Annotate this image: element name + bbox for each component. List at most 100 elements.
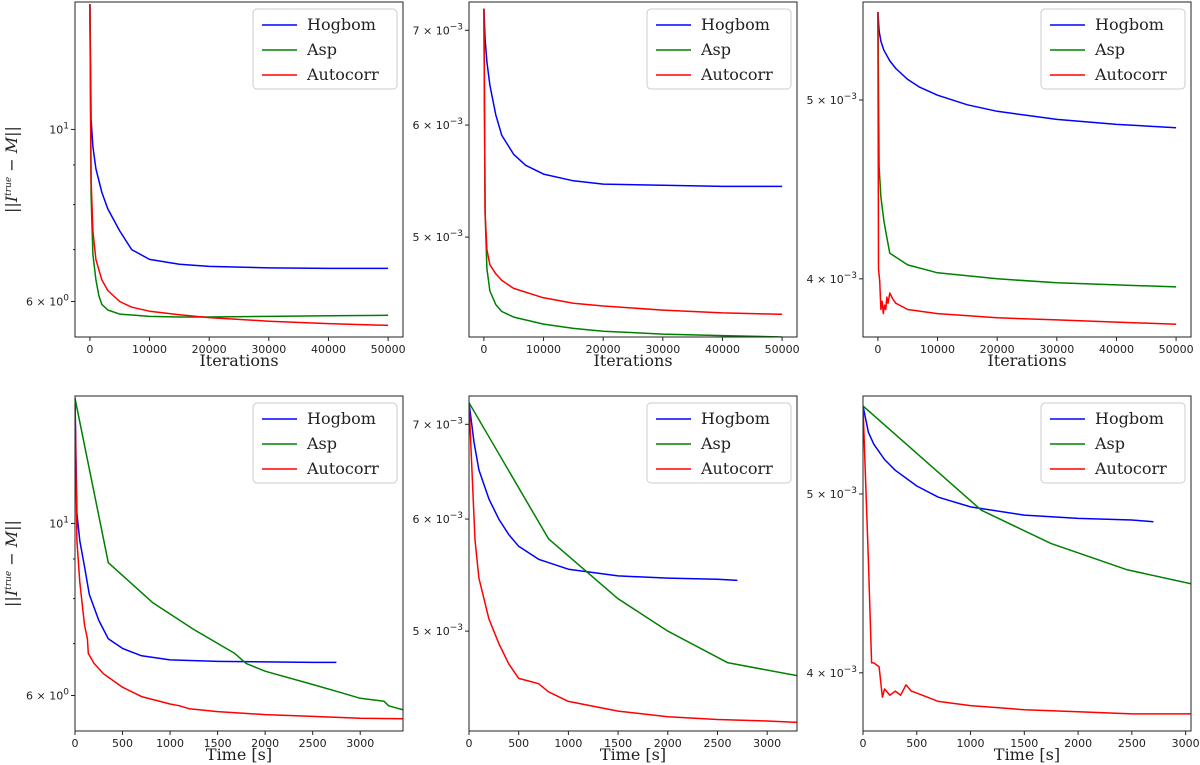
panel-5-xtick-label: 1000: [554, 737, 582, 750]
panel-1-ytick-label: 101: [49, 121, 69, 136]
panel-6-xtick-label: 3000: [1172, 737, 1200, 750]
panel-3-ytick-label: 4 × 10−3: [807, 271, 858, 286]
panel-5-xtick-label: 500: [508, 737, 529, 750]
ytick-exponent: −3: [450, 22, 463, 32]
ytick-mantissa: 6 × 10: [413, 119, 450, 132]
panel-6-xtick-label: 1000: [957, 737, 985, 750]
panel-5-legend-label-autocorr: Autocorr: [700, 459, 773, 478]
panel-5-xtick-label: 3000: [753, 737, 781, 750]
panel-2-ytick-label: 5 × 10−3: [413, 229, 464, 244]
ytick-exponent: −3: [450, 511, 463, 521]
ytick-mantissa: 7 × 10: [413, 24, 450, 37]
panel-4-xtick-label: 0: [72, 737, 79, 750]
ytick-exponent: −3: [844, 665, 857, 675]
panel-4-ytick-label: 6 × 100: [26, 688, 69, 703]
ytick-exponent: 0: [63, 688, 69, 698]
ytick-exponent: −3: [450, 623, 463, 633]
panel-5-legend: Hogbom Asp Autocorr: [647, 403, 791, 483]
ytick-mantissa: 5 × 10: [413, 231, 450, 244]
ytick-exponent: −3: [844, 486, 857, 496]
panel-4-xtick-label: 1000: [156, 737, 184, 750]
panel-5-xtick-label: 0: [466, 737, 473, 750]
panel-6-legend: HogbomAspAutocorr: [1041, 403, 1185, 483]
panel-4-legend-label-hogbom: Hogbom: [307, 409, 376, 428]
ytick-mantissa: 6 × 10: [26, 690, 63, 703]
panel-1-legend: Hogbom Asp Autocorr: [253, 9, 397, 89]
panel-2: 0 10000 20000 30000 40000 500007 × 10−36 × 10…: [413, 2, 800, 370]
ylabel-rest: − M||: [2, 126, 21, 177]
ytick-mantissa: 10: [49, 517, 63, 530]
panel-2-ytick-label: 7 × 10−3: [413, 22, 464, 37]
panel-6-legend-label-asp: Asp: [1094, 434, 1125, 453]
ylabel-rest: − M||: [2, 520, 21, 571]
panel-4-legend-label-asp: Asp: [306, 434, 337, 453]
panel-1-legend-label-autocorr: Autocorr: [306, 65, 379, 84]
panel-1-xtick-label: 0: [86, 343, 93, 356]
ytick-exponent: 1: [63, 515, 69, 525]
ytick-mantissa: 4 × 10: [807, 273, 844, 286]
panel-4-ytick-label: 101: [49, 515, 69, 530]
panel-6-ytick-label: 4 × 10−3: [807, 665, 858, 680]
panel-6-xtick-label: 500: [906, 737, 927, 750]
panel-1-legend-label-asp: Asp: [306, 40, 337, 59]
panel-6-xtick-label: 2500: [1118, 737, 1146, 750]
panel-3: 0 10000 20000 30000 40000 500005 × 10−34 × 10…: [807, 2, 1194, 370]
panel-6-ytick-label: 5 × 10−3: [807, 486, 858, 501]
panel-3-legend-label-asp: Asp: [1094, 40, 1125, 59]
panel-2-xtick-label: 10000: [526, 343, 561, 356]
panel-3-xtick-label: 50000: [1159, 343, 1194, 356]
panel-2-xtick-label: 50000: [765, 343, 800, 356]
panel-4-xtick-label: 500: [112, 737, 133, 750]
ytick-mantissa: 5 × 10: [807, 94, 844, 107]
panel-5-legend-label-hogbom: Hogbom: [701, 409, 770, 428]
panel-6-legend-label-hogbom: Hogbom: [1095, 409, 1164, 428]
panel-3-xtick-label: 0: [874, 343, 881, 356]
panel-2-legend-label-asp: Asp: [700, 40, 731, 59]
panel-1: 0 10000 20000 30000 40000 500001016 × 100Iter…: [2, 2, 406, 370]
panel-3-xtick-label: 40000: [1099, 343, 1134, 356]
panel-1-xtick-label: 10000: [132, 343, 167, 356]
ytick-mantissa: 4 × 10: [807, 667, 844, 680]
panel-1-xtick-label: 40000: [311, 343, 346, 356]
panel-5-ytick-label: 6 × 10−3: [413, 511, 464, 526]
panel-6-xtick-label: 2000: [1064, 737, 1092, 750]
panel-2-xtick-label: 40000: [705, 343, 740, 356]
figure-grid: 0 10000 20000 30000 40000 500001016 × 100Iter…: [0, 0, 1200, 765]
panel-4-legend: Hogbom Asp Autocorr: [253, 403, 397, 483]
panel-2-xtick-label: 0: [480, 343, 487, 356]
panel-3-xtick-label: 10000: [920, 343, 955, 356]
panel-4: 0 500 1000 1500 2000 2500 30001016 × 100Time […: [2, 396, 403, 764]
panel-3-legend: Hogbom Asp Autocorr: [1041, 9, 1185, 89]
panel-2-legend-label-autocorr: Autocorr: [700, 65, 773, 84]
panel-6: 0 500 1000 1500 2000 2500 30005 × 10−34 × 10−3…: [807, 396, 1200, 764]
panel-6-xlabel: Time [s]: [994, 745, 1060, 764]
panel-1-xlabel: Iterations: [199, 351, 278, 370]
ytick-mantissa: 5 × 10: [807, 488, 844, 501]
ytick-mantissa: 6 × 10: [26, 296, 63, 309]
panel-5-xtick-label: 2500: [703, 737, 731, 750]
panel-3-legend-label-hogbom: Hogbom: [1095, 15, 1164, 34]
ylabel-sup: true: [4, 177, 14, 196]
panel-3-ytick-label: 5 × 10−3: [807, 92, 858, 107]
panel-3-xlabel: Iterations: [987, 351, 1066, 370]
ytick-exponent: −3: [844, 92, 857, 102]
panel-1-legend-label-hogbom: Hogbom: [307, 15, 376, 34]
panel-1-xtick-label: 50000: [371, 343, 406, 356]
panel-1-ytick-label: 6 × 100: [26, 294, 69, 309]
ytick-mantissa: 10: [49, 123, 63, 136]
panel-3-legend-label-autocorr: Autocorr: [1094, 65, 1167, 84]
panel-4-ylabel: ||Itrue − M||: [2, 520, 21, 607]
panel-4-xtick-label: 3000: [346, 737, 374, 750]
panel-2-legend-label-hogbom: Hogbom: [701, 15, 770, 34]
panel-5-legend-label-asp: Asp: [700, 434, 731, 453]
panel-4-legend-label-autocorr: Autocorr: [306, 459, 379, 478]
ytick-mantissa: 6 × 10: [413, 513, 450, 526]
ytick-exponent: −3: [450, 229, 463, 239]
panel-5-ytick-label: 5 × 10−3: [413, 623, 464, 638]
ytick-exponent: 0: [63, 294, 69, 304]
panel-4-xtick-label: 2500: [299, 737, 327, 750]
panel-2-legend: Hogbom Asp Autocorr: [647, 9, 791, 89]
panel-5-xlabel: Time [s]: [600, 745, 666, 764]
panel-5-ytick-label: 7 × 10−3: [413, 416, 464, 431]
